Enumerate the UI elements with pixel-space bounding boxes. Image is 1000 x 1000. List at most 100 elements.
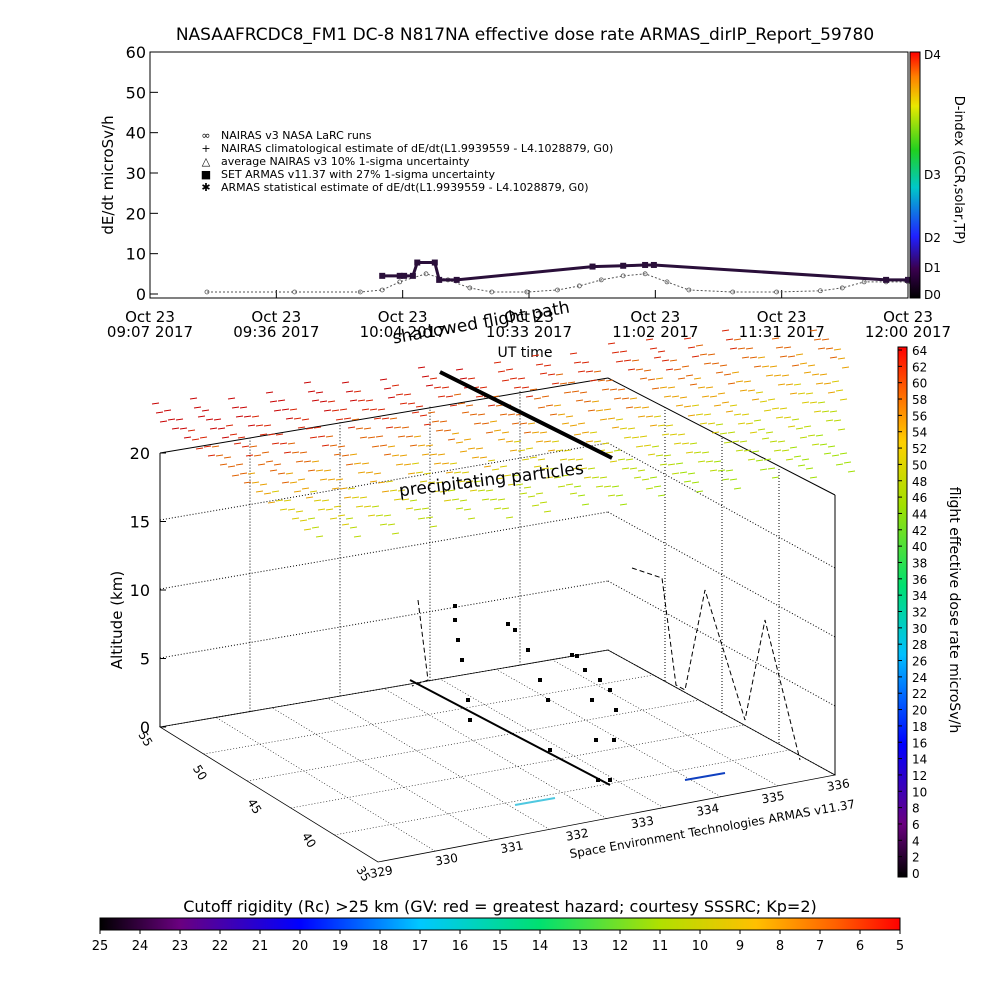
precip-dash bbox=[601, 388, 610, 391]
precip-dash bbox=[815, 434, 824, 437]
top-y-tick-label: 60 bbox=[126, 43, 146, 62]
precip-dash bbox=[697, 460, 706, 463]
precip-dash bbox=[239, 406, 248, 409]
precip-dash bbox=[425, 516, 434, 519]
precip-dash bbox=[307, 390, 316, 393]
dose-tick-label: 6 bbox=[912, 818, 920, 832]
precip-dash bbox=[485, 489, 494, 492]
precip-dash bbox=[483, 465, 492, 468]
precip-dash bbox=[569, 424, 578, 427]
precip-dash bbox=[629, 397, 638, 400]
precip-dash bbox=[679, 471, 688, 474]
precip-dash bbox=[421, 507, 430, 510]
flight-dose-point bbox=[608, 688, 612, 692]
precip-dash bbox=[567, 381, 576, 384]
precip-dash bbox=[733, 413, 742, 416]
precip-dash bbox=[411, 411, 420, 414]
precip-dash bbox=[429, 525, 438, 528]
precip-dash bbox=[523, 431, 532, 434]
precip-dash bbox=[485, 431, 494, 434]
precip-dash bbox=[499, 413, 508, 416]
precip-dash bbox=[809, 329, 818, 332]
armas-estimate-point bbox=[396, 272, 403, 279]
precip-dash bbox=[357, 471, 366, 474]
precip-dash bbox=[823, 382, 832, 385]
precip-dash bbox=[775, 346, 784, 349]
precip-dash bbox=[713, 460, 722, 463]
cutoff-tick-label: 21 bbox=[252, 939, 269, 954]
dose-tick-label: 20 bbox=[912, 704, 927, 718]
precip-dash bbox=[247, 472, 256, 475]
top-y-label: dE/dt microSv/h bbox=[99, 115, 117, 234]
precip-dash bbox=[389, 417, 398, 420]
precip-dash bbox=[329, 444, 338, 447]
precip-dash bbox=[287, 508, 296, 511]
armas-estimate-point bbox=[414, 259, 421, 266]
cutoff-tick-label: 11 bbox=[652, 939, 669, 954]
dose-tick-label: 62 bbox=[912, 360, 927, 374]
precip-dash bbox=[741, 356, 750, 359]
precip-dash bbox=[691, 481, 700, 484]
dose-tick-label: 44 bbox=[912, 507, 927, 521]
precip-dash bbox=[411, 462, 420, 465]
latitude-tick-label: 55 bbox=[135, 729, 155, 749]
cutoff-tick-label: 22 bbox=[212, 939, 229, 954]
dose-tick-label: 64 bbox=[912, 344, 927, 358]
precip-dash bbox=[833, 348, 842, 351]
precip-dash bbox=[501, 507, 510, 510]
precip-dash bbox=[315, 535, 324, 538]
precip-dash bbox=[635, 368, 644, 371]
top-x-tick-time: 09:07 2017 bbox=[107, 323, 193, 341]
precip-dash bbox=[349, 453, 358, 456]
precip-dash bbox=[561, 474, 570, 477]
precip-dash bbox=[799, 436, 808, 439]
precip-dash bbox=[269, 469, 278, 472]
precip-dash bbox=[677, 433, 686, 436]
precip-dash bbox=[619, 350, 628, 353]
precip-dash bbox=[473, 422, 482, 425]
precip-dash bbox=[285, 472, 294, 475]
flight-dose-point bbox=[513, 628, 517, 632]
cutoff-tick-label: 6 bbox=[856, 939, 864, 954]
precip-dash bbox=[673, 368, 682, 371]
cutoff-tick-label: 20 bbox=[292, 939, 309, 954]
precip-dash bbox=[459, 377, 468, 380]
armas-estimate-point bbox=[436, 276, 443, 283]
precip-dash bbox=[187, 429, 196, 432]
precip-dash bbox=[409, 499, 418, 502]
precip-dash bbox=[235, 463, 244, 466]
precip-dash bbox=[317, 508, 326, 511]
precip-dash bbox=[571, 467, 580, 470]
legend-symbol: + bbox=[201, 142, 210, 155]
precip-dash bbox=[439, 420, 448, 423]
precip-dash bbox=[607, 417, 616, 420]
precip-dash bbox=[551, 440, 560, 443]
precip-dash bbox=[279, 508, 288, 511]
precip-dash bbox=[477, 413, 486, 416]
precip-dash bbox=[263, 424, 272, 427]
precip-dash bbox=[495, 404, 504, 407]
precip-dash bbox=[813, 338, 822, 341]
precip-dash bbox=[633, 476, 642, 479]
precip-dash bbox=[613, 449, 622, 452]
dose-tick-label: 52 bbox=[912, 442, 927, 456]
top-x-tick-time: 09:36 2017 bbox=[233, 323, 319, 341]
precip-dash bbox=[737, 347, 746, 350]
precip-dash bbox=[717, 392, 726, 395]
precip-dash bbox=[691, 404, 700, 407]
precip-dash bbox=[681, 442, 690, 445]
precip-dash bbox=[835, 463, 844, 466]
nairas-point bbox=[524, 289, 530, 295]
top-y-axis: 0 10 20 30 40 50 60 bbox=[126, 43, 158, 304]
flight-dose-point bbox=[466, 698, 470, 702]
precip-dash bbox=[797, 464, 806, 467]
dose-tick-label: 12 bbox=[912, 769, 927, 783]
precip-dash bbox=[723, 441, 732, 444]
altitude-tick-label: 15 bbox=[130, 513, 150, 532]
precip-dash bbox=[219, 463, 228, 466]
precip-dash bbox=[379, 378, 388, 381]
precip-dash bbox=[715, 423, 724, 426]
precip-dash bbox=[443, 429, 452, 432]
back-grid-line bbox=[159, 511, 609, 590]
